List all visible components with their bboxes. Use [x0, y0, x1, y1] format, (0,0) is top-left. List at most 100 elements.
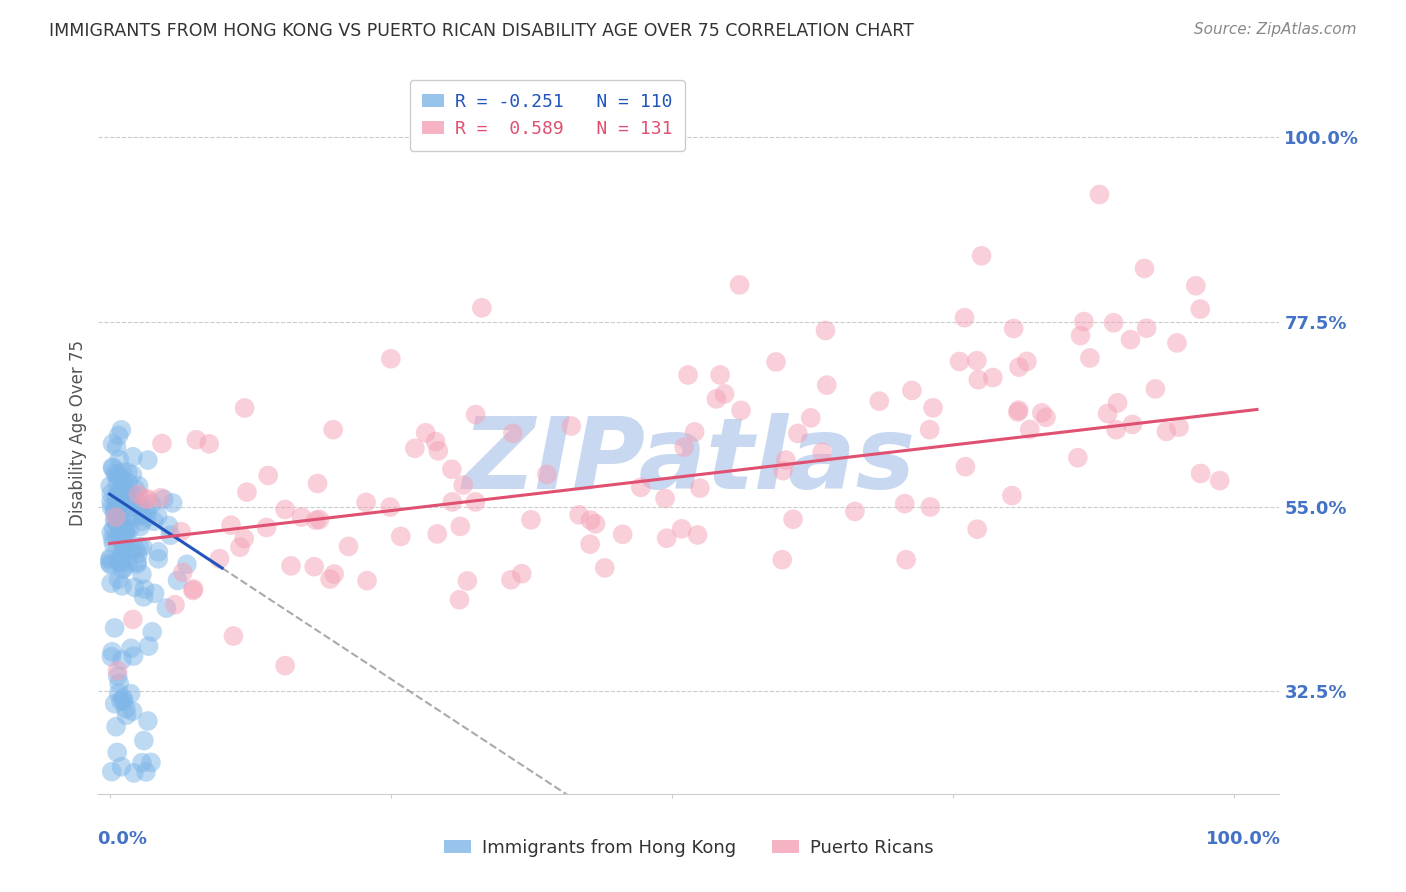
Point — [186, 433, 208, 447]
Point — [536, 467, 558, 482]
Point — [110, 525, 132, 540]
Point — [110, 552, 132, 566]
Point — [389, 529, 412, 543]
Point — [337, 540, 360, 554]
Point — [115, 529, 138, 543]
Point — [112, 537, 135, 551]
Point — [104, 510, 127, 524]
Point — [124, 542, 146, 557]
Point — [134, 491, 156, 506]
Point — [104, 621, 127, 635]
Point — [893, 497, 915, 511]
Point — [380, 351, 402, 366]
Point — [117, 466, 139, 480]
Point — [308, 512, 330, 526]
Point — [112, 561, 135, 575]
Point — [233, 401, 256, 415]
Point — [120, 508, 142, 523]
Point — [1067, 450, 1090, 465]
Point — [655, 531, 678, 545]
Point — [115, 701, 138, 715]
Point — [105, 475, 128, 490]
Point — [117, 556, 139, 570]
Point — [630, 480, 652, 494]
Point — [112, 691, 135, 706]
Text: IMMIGRANTS FROM HONG KONG VS PUERTO RICAN DISABILITY AGE OVER 75 CORRELATION CHA: IMMIGRANTS FROM HONG KONG VS PUERTO RICA… — [49, 22, 914, 40]
Point — [114, 524, 136, 539]
Point — [110, 516, 132, 531]
Point — [128, 540, 150, 554]
Point — [1088, 187, 1111, 202]
Point — [673, 440, 696, 454]
Point — [1121, 417, 1143, 432]
Point — [111, 471, 134, 485]
Point — [142, 514, 165, 528]
Point — [111, 465, 134, 479]
Point — [155, 601, 177, 615]
Point — [101, 436, 124, 450]
Point — [122, 450, 145, 464]
Point — [671, 522, 693, 536]
Point — [322, 423, 344, 437]
Point — [143, 586, 166, 600]
Point — [1097, 407, 1119, 421]
Point — [319, 572, 342, 586]
Point — [560, 419, 582, 434]
Point — [1166, 335, 1188, 350]
Point — [686, 528, 709, 542]
Point — [103, 513, 125, 527]
Point — [1078, 351, 1101, 365]
Point — [103, 505, 125, 519]
Point — [427, 443, 450, 458]
Point — [135, 764, 157, 779]
Point — [1018, 422, 1040, 436]
Point — [103, 536, 125, 550]
Point — [730, 403, 752, 417]
Point — [101, 461, 124, 475]
Point — [108, 676, 131, 690]
Point — [132, 733, 155, 747]
Point — [579, 513, 602, 527]
Point — [426, 527, 449, 541]
Point — [953, 310, 976, 325]
Point — [107, 428, 129, 442]
Point — [111, 546, 134, 560]
Point — [127, 547, 149, 561]
Point — [138, 639, 160, 653]
Point — [1135, 321, 1157, 335]
Point — [132, 590, 155, 604]
Point — [1007, 403, 1029, 417]
Point — [129, 519, 152, 533]
Point — [786, 426, 808, 441]
Point — [111, 502, 134, 516]
Point — [815, 378, 838, 392]
Point — [520, 513, 543, 527]
Point — [274, 658, 297, 673]
Point — [901, 384, 924, 398]
Point — [114, 523, 136, 537]
Point — [1002, 321, 1025, 335]
Point — [449, 592, 471, 607]
Point — [356, 574, 378, 588]
Point — [129, 503, 152, 517]
Point — [110, 423, 132, 437]
Point — [100, 494, 122, 508]
Point — [305, 513, 328, 527]
Point — [922, 401, 945, 415]
Point — [141, 624, 163, 639]
Point — [110, 694, 132, 708]
Point — [894, 552, 917, 566]
Point — [120, 641, 142, 656]
Point — [110, 510, 132, 524]
Point — [1133, 261, 1156, 276]
Point — [1185, 278, 1208, 293]
Point — [1008, 360, 1031, 375]
Point — [131, 514, 153, 528]
Point — [1031, 406, 1053, 420]
Point — [138, 492, 160, 507]
Point — [683, 425, 706, 439]
Point — [131, 567, 153, 582]
Point — [1144, 382, 1167, 396]
Point — [111, 495, 134, 509]
Point — [120, 687, 142, 701]
